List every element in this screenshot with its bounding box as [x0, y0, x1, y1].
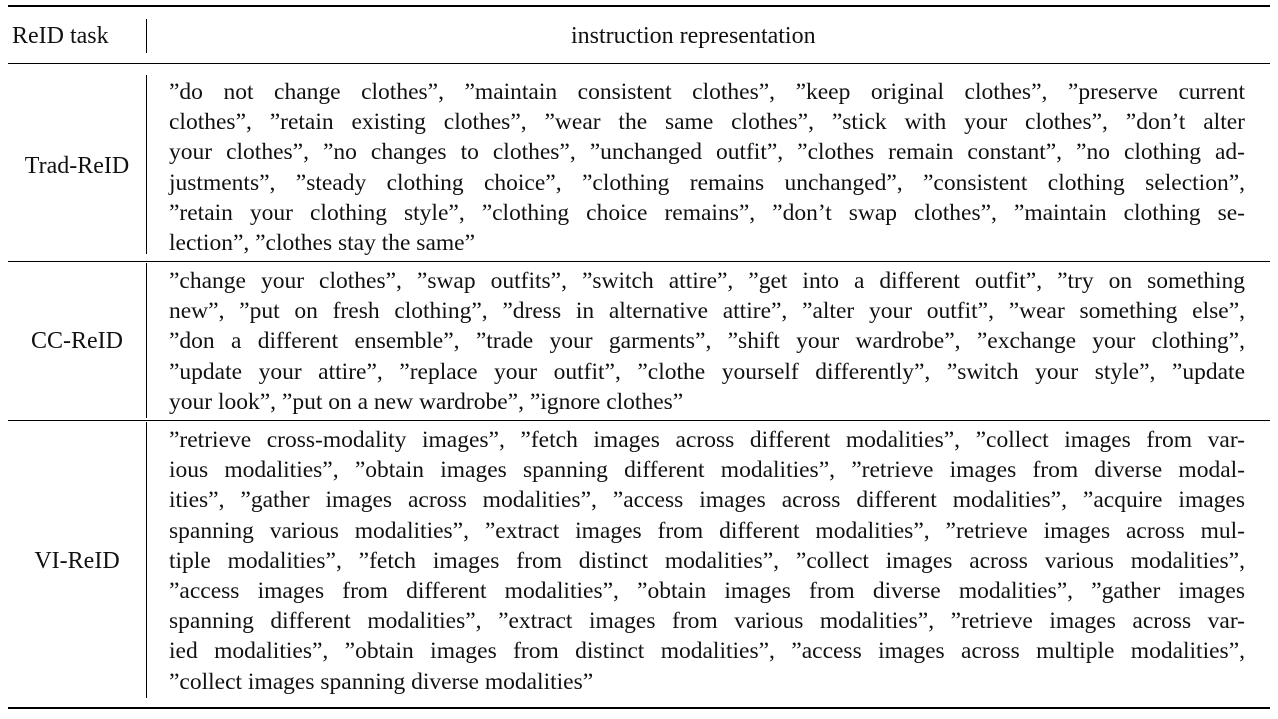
- header-bottom-rule: [8, 63, 1270, 64]
- instruction-line: ”don a different ensemble”, ”trade your …: [169, 328, 1245, 355]
- instruction-line: lection”, ”clothes stay the same”: [169, 229, 476, 256]
- task-label-vi-reid: VI-ReID: [34, 548, 120, 574]
- instruction-line: new”, ”put on fresh clothing”, ”dress in…: [169, 298, 1245, 325]
- row-column-divider: [146, 263, 147, 418]
- instruction-line: ious modalities”, ”obtain images spannin…: [169, 457, 1245, 484]
- instruction-line: spanning different modalities”, ”extract…: [169, 608, 1245, 635]
- instruction-line: ”do not change clothes”, ”maintain consi…: [169, 79, 1245, 105]
- header-reid-task: ReID task: [12, 23, 109, 49]
- instruction-line: ”retrieve cross-modality images”, ”fetch…: [169, 427, 1245, 453]
- row-separator: [8, 261, 1270, 262]
- table-bottom-rule: [8, 707, 1270, 709]
- instruction-line: ”update your attire”, ”replace your outf…: [169, 358, 1245, 385]
- instruction-line: ”retain your clothing style”, ”clothing …: [169, 199, 1245, 226]
- row-column-divider: [146, 422, 147, 698]
- instruction-line: ities”, ”gather images across modalities…: [169, 487, 1245, 514]
- header-column-divider: [146, 19, 147, 53]
- instruction-line: ”access images from different modalities…: [169, 577, 1245, 604]
- row-column-divider: [146, 75, 147, 254]
- instruction-line: ”collect images spanning diverse modalit…: [169, 668, 594, 695]
- header-instruction-representation: instruction representation: [571, 23, 816, 49]
- instruction-line: justments”, ”steady clothing choice”, ”c…: [169, 169, 1245, 196]
- instruction-line: ied modalities”, ”obtain images from dis…: [169, 638, 1245, 665]
- table-top-rule: [8, 5, 1270, 7]
- instruction-cell-cc-reid: ”change your clothes”, ”swap outfits”, ”…: [169, 266, 1245, 417]
- task-label-trad-reid: Trad-ReID: [24, 153, 130, 179]
- instruction-line: tiple modalities”, ”fetch images from di…: [169, 547, 1245, 574]
- task-label-cc-reid: CC-ReID: [31, 328, 123, 354]
- instruction-cell-trad-reid: ”do not change clothes”, ”maintain consi…: [169, 77, 1245, 258]
- instruction-line: clothes”, ”retain existing clothes”, ”we…: [169, 109, 1245, 136]
- instruction-line: ”change your clothes”, ”swap outfits”, ”…: [169, 268, 1245, 294]
- instruction-line: spanning various modalities”, ”extract i…: [169, 517, 1245, 544]
- instruction-line: your look”, ”put on a new wardrobe”, ”ig…: [169, 388, 684, 415]
- instruction-cell-vi-reid: ”retrieve cross-modality images”, ”fetch…: [169, 425, 1245, 697]
- row-separator: [8, 420, 1270, 421]
- instruction-line: your clothes”, ”no changes to clothes”, …: [169, 139, 1245, 166]
